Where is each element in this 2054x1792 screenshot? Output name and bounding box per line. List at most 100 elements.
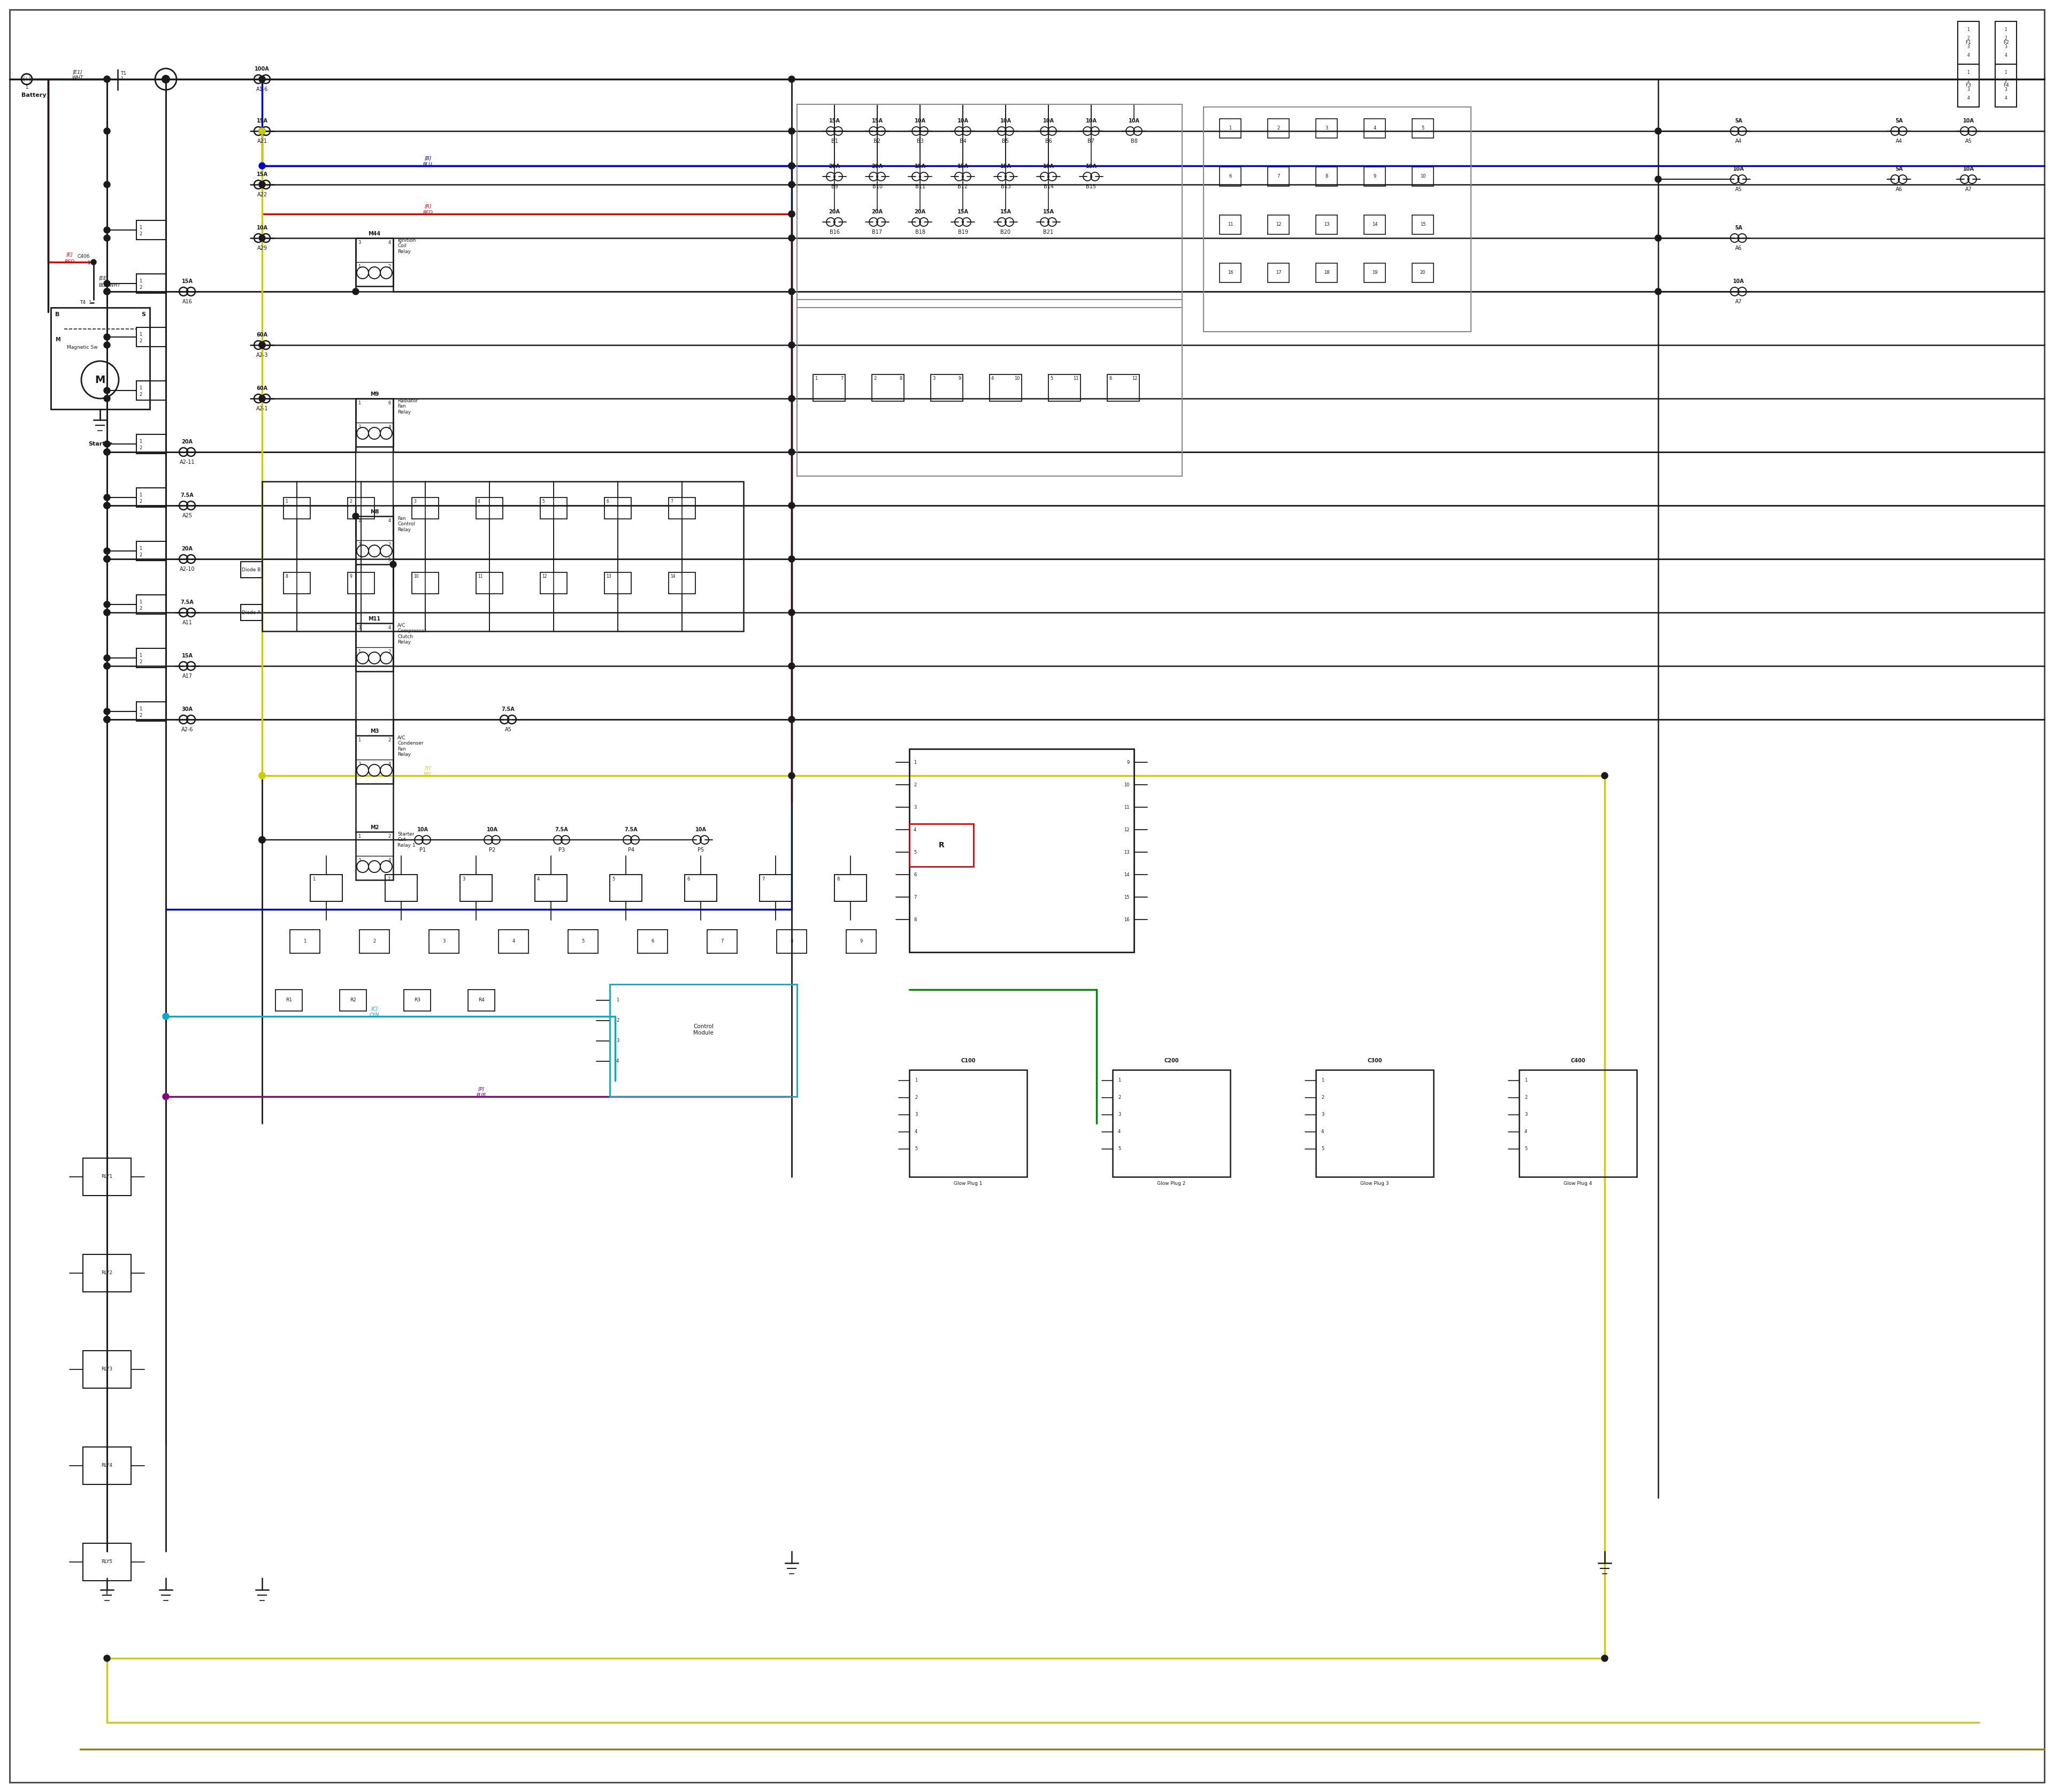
Text: 10A: 10A [957,118,967,124]
Text: 15A: 15A [181,652,193,658]
Text: P3: P3 [559,848,565,853]
Text: Diode A: Diode A [242,609,261,615]
Circle shape [789,663,795,668]
Circle shape [1602,1656,1608,1661]
Text: 9: 9 [1128,760,1130,765]
Text: 20A: 20A [914,210,926,215]
Text: 3: 3 [914,1113,918,1116]
Text: 4: 4 [2005,52,2007,57]
Circle shape [789,289,795,294]
Circle shape [353,513,359,520]
Text: 1: 1 [25,84,29,90]
Bar [468,989,495,1011]
Text: A2-11: A2-11 [179,459,195,464]
Text: 4: 4 [388,518,390,523]
Text: B17: B17 [873,229,883,235]
Text: 15A: 15A [1043,210,1054,215]
Text: 4: 4 [388,425,390,430]
Circle shape [259,127,265,134]
Text: 2: 2 [140,500,142,504]
Text: B3: B3 [916,138,924,143]
Text: A21: A21 [257,138,267,143]
Bar [1267,263,1290,283]
Bar [1204,108,1471,332]
Text: B12: B12 [957,185,967,190]
Text: 5A: 5A [1896,167,1902,172]
Text: B13: B13 [1000,185,1011,190]
Text: M44: M44 [368,231,380,237]
Text: C406: C406 [78,254,90,260]
Circle shape [259,127,265,134]
Text: [EE]: [EE] [99,276,109,281]
Text: 4: 4 [616,1059,618,1064]
Text: 2: 2 [140,231,142,237]
Text: Radiator
Fan
Relay: Radiator Fan Relay [396,398,417,414]
Bar [813,375,844,401]
Circle shape [789,181,795,188]
Bar [283,572,310,593]
Circle shape [105,548,111,554]
Text: 15A: 15A [257,172,267,177]
Text: 6: 6 [606,500,608,504]
Text: C400: C400 [1571,1057,1586,1063]
Text: 1: 1 [357,518,362,523]
Circle shape [105,235,111,242]
Text: A17: A17 [183,674,193,679]
Circle shape [259,127,265,134]
Text: 1: 1 [88,301,90,305]
Text: 3: 3 [2005,45,2007,48]
Text: 3: 3 [2005,88,2007,91]
Circle shape [105,387,111,394]
Text: Glow Plug 2: Glow Plug 2 [1156,1181,1185,1186]
Circle shape [259,396,265,401]
Circle shape [259,181,265,188]
Circle shape [1656,176,1662,183]
Bar [540,572,567,593]
Circle shape [353,289,359,294]
Text: RLY4: RLY4 [101,1464,113,1468]
Text: 5: 5 [1421,125,1423,131]
Text: 4: 4 [1117,1129,1121,1134]
Circle shape [105,448,111,455]
Bar [136,434,166,453]
Text: 1: 1 [914,1079,918,1082]
Text: C200: C200 [1165,1057,1179,1063]
Circle shape [105,333,111,340]
Bar [1113,1070,1230,1177]
Circle shape [259,396,265,401]
Circle shape [105,448,111,455]
Text: RLY2: RLY2 [101,1271,113,1276]
Circle shape [259,163,265,168]
Text: 10A: 10A [694,826,707,831]
Bar [429,930,458,953]
Circle shape [105,556,111,563]
Text: 11: 11 [1074,376,1078,382]
Bar [1994,22,2017,65]
Text: B5: B5 [1002,138,1009,143]
Circle shape [105,181,111,188]
Circle shape [789,717,795,722]
Circle shape [259,235,265,242]
Bar [610,984,797,1097]
Text: [E1]: [E1] [72,70,82,75]
Text: P4: P4 [629,848,635,853]
Bar [136,487,166,507]
Circle shape [105,502,111,509]
Text: 15A: 15A [914,163,926,168]
Bar [477,498,503,520]
Text: 20A: 20A [181,439,193,444]
Text: 5: 5 [581,939,585,944]
Bar [359,930,390,953]
Text: A4: A4 [1736,138,1742,143]
Text: 1: 1 [304,939,306,944]
Text: 6: 6 [686,876,690,882]
Circle shape [259,772,265,780]
Text: A4: A4 [1896,138,1902,143]
Circle shape [105,441,111,448]
Text: B19: B19 [957,229,967,235]
Circle shape [105,342,111,348]
Text: 20: 20 [1419,271,1425,276]
Circle shape [105,602,111,607]
Text: 4: 4 [388,762,390,767]
Bar [136,220,166,240]
